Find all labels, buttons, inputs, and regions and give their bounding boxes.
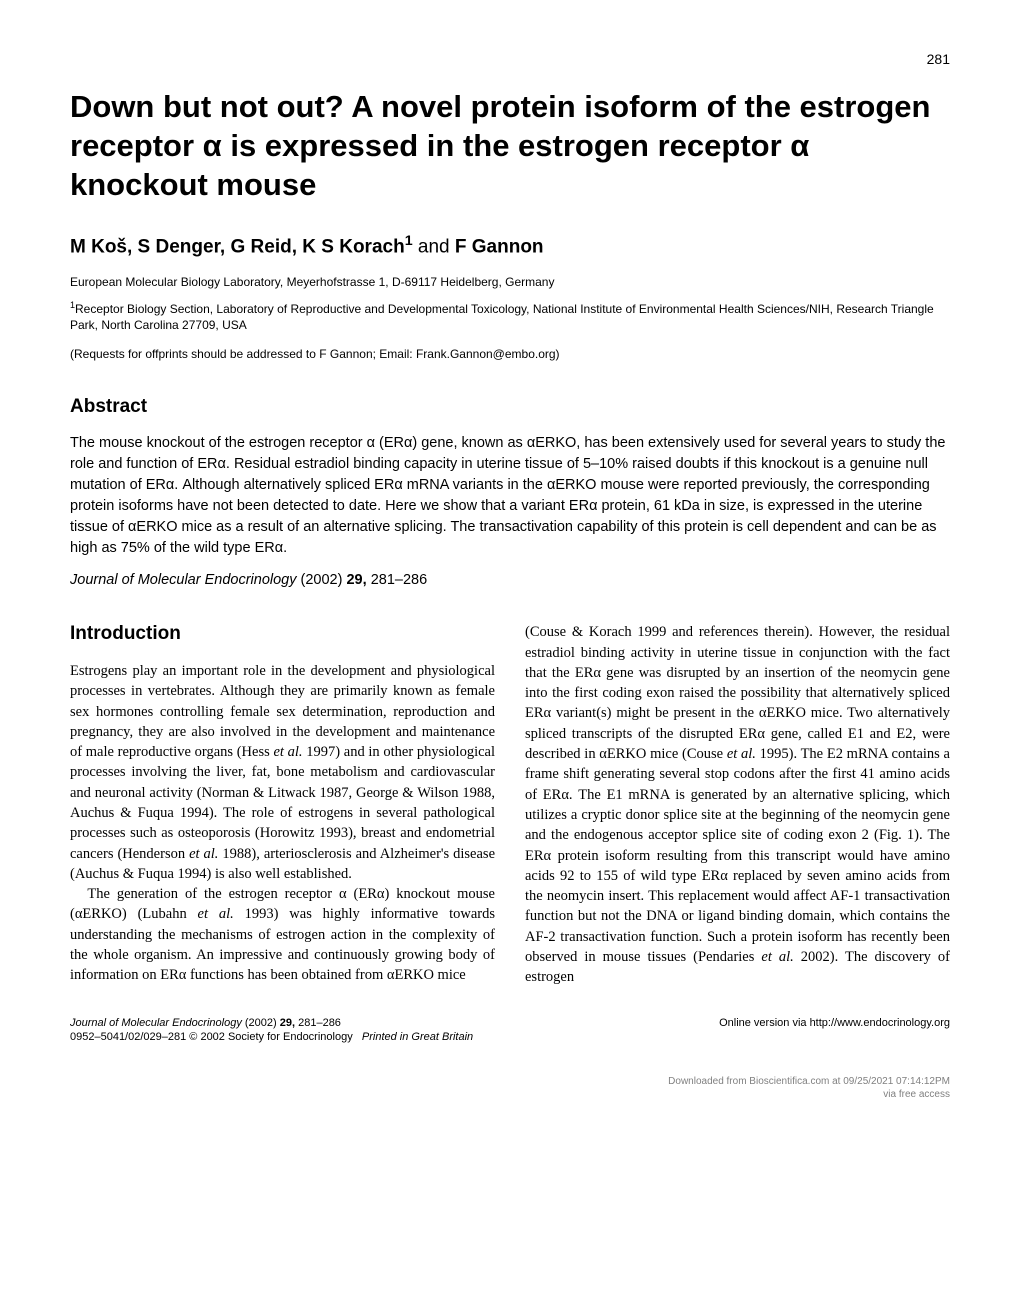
affiliation-primary: European Molecular Biology Laboratory, M… bbox=[70, 274, 950, 290]
download-line-2: via free access bbox=[883, 1089, 950, 1100]
citation-volume: 29, bbox=[346, 572, 366, 588]
footer-journal-name: Journal of Molecular Endocrinology bbox=[70, 1017, 242, 1029]
footer-volume: 29, bbox=[280, 1017, 295, 1029]
footer-right: Online version via http://www.endocrinol… bbox=[719, 1016, 950, 1046]
download-line-1: Downloaded from Bioscientifica.com at 09… bbox=[668, 1076, 950, 1087]
intro-paragraph-1: Estrogens play an important role in the … bbox=[70, 661, 495, 884]
footer-left: Journal of Molecular Endocrinology (2002… bbox=[70, 1016, 473, 1046]
body-columns: Introduction Estrogens play an important… bbox=[70, 622, 950, 987]
authors-line: M Koš, S Denger, G Reid, K S Korach1 and… bbox=[70, 232, 950, 260]
citation-journal: Journal of Molecular Endocrinology bbox=[70, 572, 297, 588]
affiliation-secondary: 1Receptor Biology Section, Laboratory of… bbox=[70, 299, 950, 333]
footer-online-link: Online version via http://www.endocrinol… bbox=[719, 1017, 950, 1029]
footer-pages: 281–286 bbox=[295, 1017, 341, 1029]
footer-issn-copyright: 0952–5041/02/029–281 © 2002 Society for … bbox=[70, 1031, 353, 1043]
citation-pages: 281–286 bbox=[371, 572, 427, 588]
citation-year: (2002) bbox=[301, 572, 343, 588]
footer-year: (2002) bbox=[245, 1017, 280, 1029]
intro-paragraph-2: The generation of the estrogen receptor … bbox=[70, 884, 495, 985]
abstract-heading: Abstract bbox=[70, 395, 950, 420]
article-title: Down but not out? A novel protein isofor… bbox=[70, 88, 950, 204]
column-left: Introduction Estrogens play an important… bbox=[70, 622, 495, 987]
correspondence-note: (Requests for offprints should be addres… bbox=[70, 347, 950, 363]
download-note: Downloaded from Bioscientifica.com at 09… bbox=[70, 1075, 950, 1101]
column-right: (Couse & Korach 1999 and references ther… bbox=[525, 622, 950, 987]
citation-line: Journal of Molecular Endocrinology (2002… bbox=[70, 571, 950, 590]
page-footer: Journal of Molecular Endocrinology (2002… bbox=[70, 1016, 950, 1046]
page-number: 281 bbox=[70, 50, 950, 68]
introduction-heading: Introduction bbox=[70, 622, 495, 647]
abstract-text: The mouse knockout of the estrogen recep… bbox=[70, 433, 950, 559]
column-right-text: (Couse & Korach 1999 and references ther… bbox=[525, 622, 950, 987]
footer-printed: Printed in Great Britain bbox=[362, 1031, 473, 1043]
